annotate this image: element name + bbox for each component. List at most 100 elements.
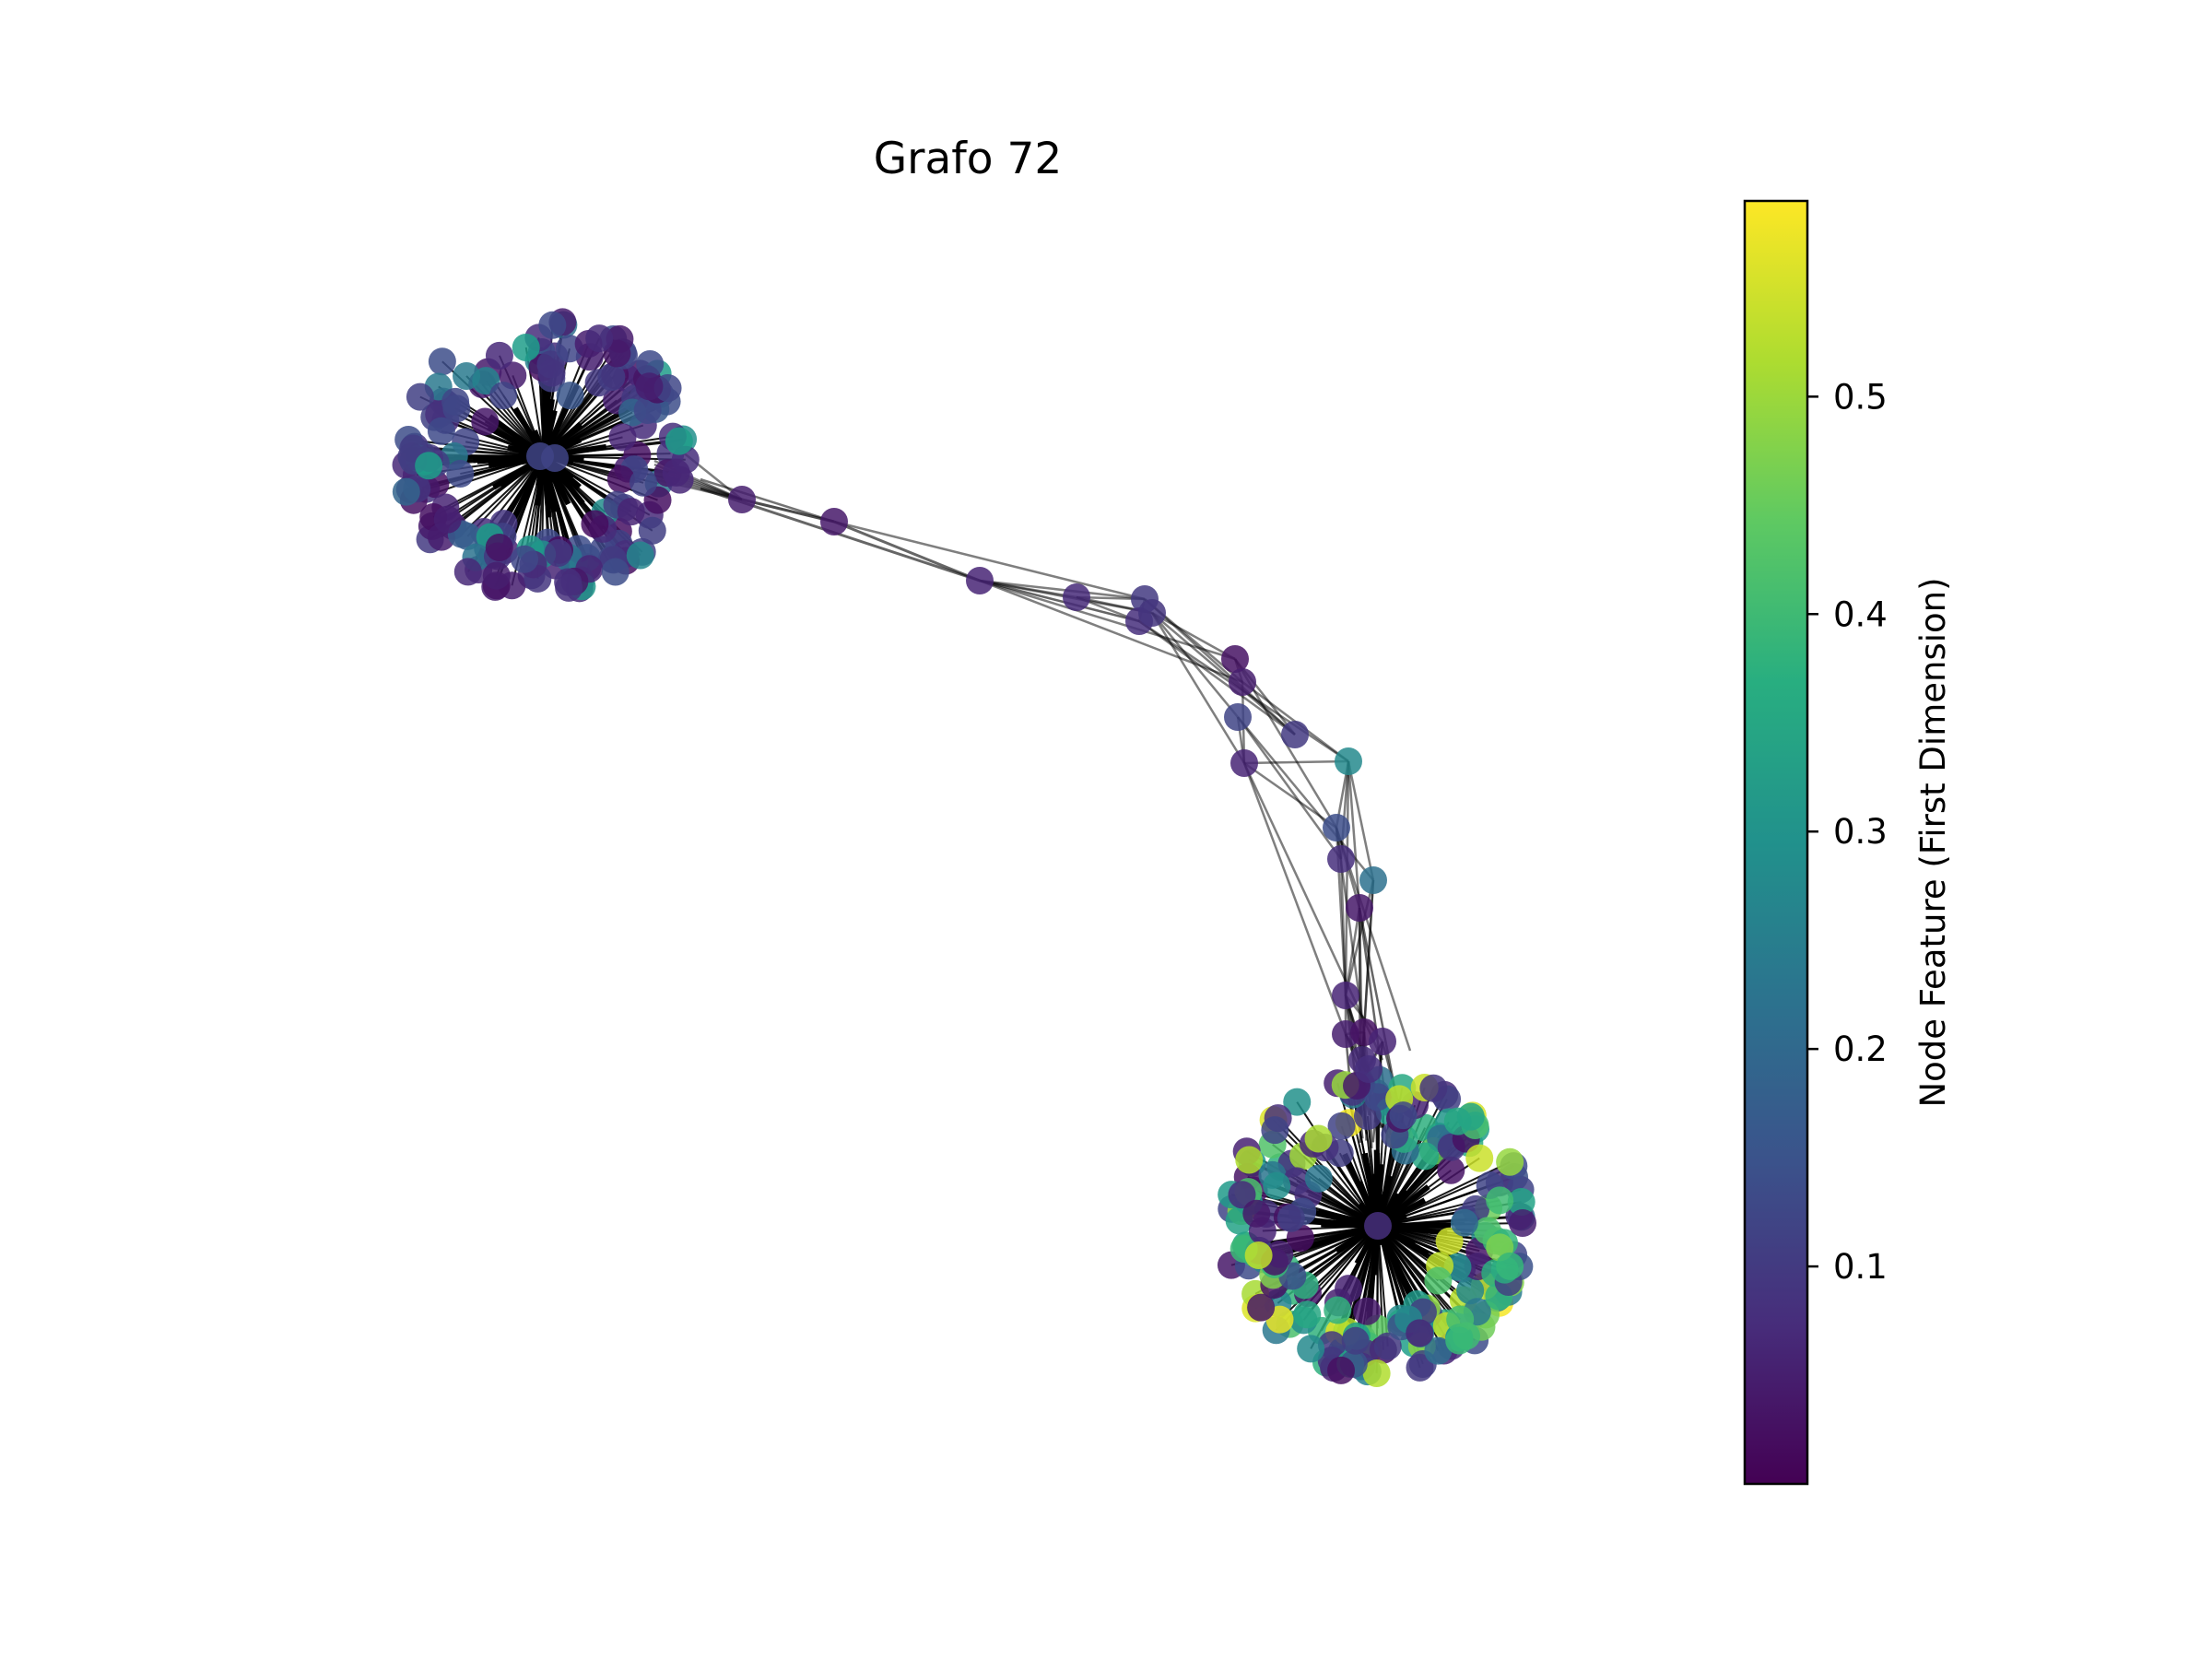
graph-node [606,465,635,494]
graph-node [489,382,518,410]
graph-node [1323,814,1350,841]
graph-node [1224,703,1252,731]
graph-node [1406,1353,1434,1382]
graph-node [820,508,848,535]
graph-node [1324,1296,1352,1324]
graph-node [1304,1124,1333,1153]
graph-edge [1243,759,1349,765]
graph-node [512,334,540,362]
graph-edge [1151,611,1236,661]
graph-edge [1150,612,1246,764]
graph-node [1364,1212,1392,1240]
graph-edge [1236,716,1343,860]
graph-edge [1151,612,1296,735]
graph-edge [741,498,835,524]
graph-node [1265,1240,1294,1268]
graph-node [633,396,662,425]
graph-nodes [392,308,1537,1388]
graph-node [1486,1186,1514,1215]
graph-node [485,534,513,562]
graph-node [601,558,629,586]
graph-node [1465,1144,1494,1172]
graph-node [1304,1164,1333,1193]
graph-node [428,347,456,376]
graph-node [1435,1227,1464,1255]
chart-title: Grafo 72 [873,134,1063,184]
graph-node [1369,1028,1396,1055]
graph-node [1496,1252,1524,1280]
graph-node [1507,1188,1535,1217]
graph-node [1063,583,1090,611]
graph-node [1341,1326,1370,1355]
graph-node [1496,1147,1524,1176]
graph-node [1247,1293,1276,1322]
graph-node [1355,1055,1382,1083]
graph-node [433,505,462,534]
graph-edge [1347,760,1375,881]
graph-node [1332,982,1359,1009]
graph-edge [979,579,1140,623]
graph-node [415,452,443,480]
graph-edge [1151,612,1239,718]
graph-node [1419,1074,1448,1102]
graph-node [1138,599,1166,627]
graph-node [1242,1199,1271,1228]
graph-node [1424,1336,1453,1365]
graph-node [537,359,566,387]
graph-node [966,567,994,594]
graph-node [1317,1331,1346,1359]
graph-node [1373,1332,1402,1360]
graph-edge [1339,858,1347,996]
graph-node [1445,1326,1474,1355]
graph-edge [833,520,981,582]
graph-node [538,311,567,339]
graph-edge [833,520,1146,601]
graph-node [1228,1181,1256,1209]
graph-node [1235,1146,1264,1174]
graph-node [446,460,475,488]
graph-node [544,539,572,568]
graph-node [585,324,614,353]
colorbar-tick-label: 0.1 [1833,1247,1888,1287]
graph-node [554,568,582,596]
graph-edge [1344,760,1350,996]
colorbar-tick-label: 0.4 [1833,594,1888,634]
graph-node [608,423,637,452]
colorbar-gradient [1743,199,1809,1486]
colorbar-ticks: 0.1 0.2 0.3 0.4 0.5 [1807,377,1888,1287]
graph-node [1509,1208,1537,1237]
graph-node [1244,1241,1273,1269]
graph-node [1283,1088,1312,1116]
colorbar-tick-label: 0.3 [1833,812,1888,852]
graph-edge [1347,760,1361,909]
graph-node [1277,1204,1305,1232]
graph-node [1261,1116,1289,1145]
graph-node [442,394,471,423]
colorbar-label: Node Feature (First Dimension) [1913,577,1953,1107]
graph-node [597,363,626,392]
graph-node [635,372,664,401]
graph-node [1353,1297,1382,1325]
graph-node [728,486,756,513]
graph-node [1327,1356,1356,1384]
graph-node [453,558,482,586]
graph-node [1446,1305,1475,1334]
graph-node [1450,1208,1478,1237]
graph-edge [1243,761,1337,830]
graph-node [1424,1266,1453,1295]
graph-node [617,498,645,526]
graph-node [606,324,634,353]
graph-edge [1242,762,1384,1061]
graph-node [1406,1319,1434,1347]
graph-node [1221,645,1249,673]
graph-node [665,427,693,455]
graph-node [556,382,584,410]
graph-node [485,341,513,370]
graph-node [1456,1277,1485,1305]
graph-node [1362,1359,1391,1388]
graph-edge [700,477,835,524]
graph-node [427,417,455,445]
